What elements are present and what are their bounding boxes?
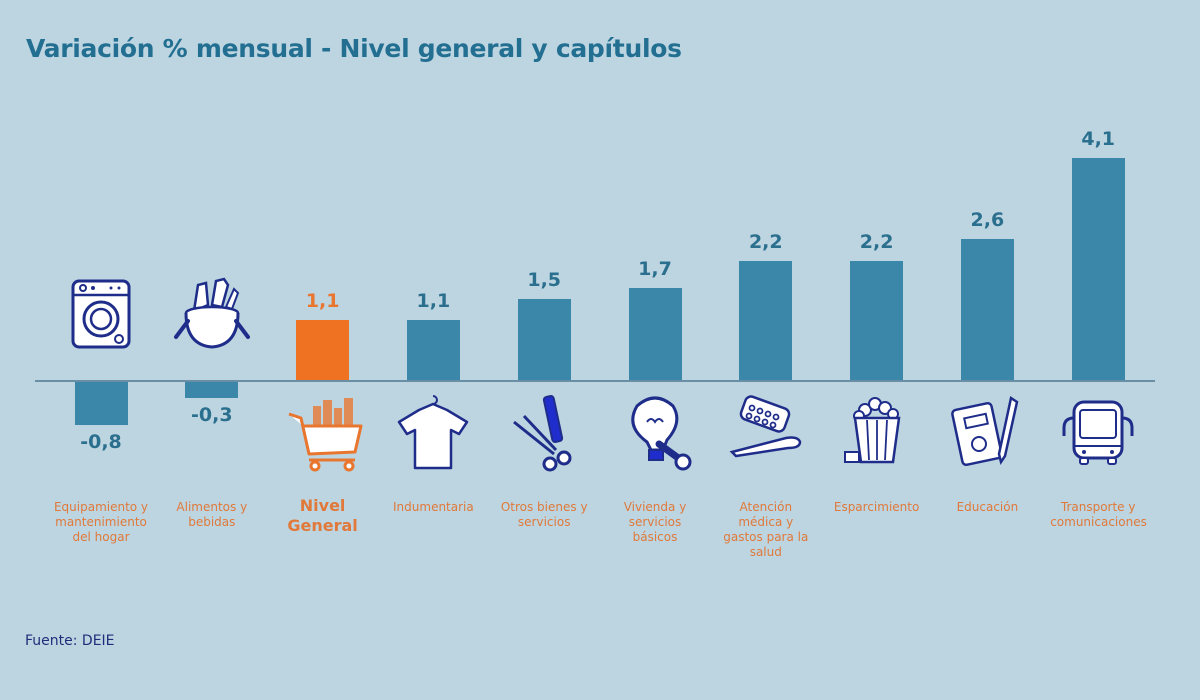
bar-3	[296, 320, 350, 380]
scissors-comb-icon	[504, 392, 584, 472]
bar-7	[739, 260, 793, 380]
category-label: Esparcimiento	[833, 500, 920, 514]
category-label: Transporte y comunicaciones	[1050, 500, 1147, 529]
bar-4	[406, 320, 460, 380]
bar-9	[960, 239, 1014, 380]
value-label: 1,1	[305, 290, 340, 313]
category-label: Equipamiento y mantenimiento del hogar	[53, 500, 149, 544]
zero-axis-line	[35, 380, 1155, 382]
category-label: Educación	[956, 500, 1019, 514]
category-label: Otros bienes y servicios	[500, 500, 588, 529]
value-label: -0,3	[191, 404, 233, 427]
value-label: 1,1	[416, 290, 451, 313]
category-label: Atención médica y gastos para la salud	[723, 500, 809, 559]
tshirt-icon	[393, 392, 473, 472]
source-note: Fuente: DEIE	[25, 633, 115, 649]
value-label: 1,5	[527, 268, 562, 291]
category-label: Indumentaria	[393, 500, 474, 514]
category-label: Alimentos y bebidas	[176, 500, 248, 529]
bar-5	[517, 298, 571, 380]
value-label: -0,8	[80, 431, 122, 454]
lightbulb-wrench-icon	[615, 392, 695, 472]
bar-2	[185, 382, 239, 399]
value-label: 2,2	[748, 230, 783, 253]
bar-8	[850, 260, 904, 380]
value-label: 1,7	[638, 258, 672, 281]
bus-icon	[1058, 392, 1138, 472]
shopping-cart-icon	[283, 392, 363, 472]
category-label: Nivel General	[287, 496, 358, 535]
value-label: 2,2	[859, 230, 894, 253]
pills-thermometer-icon	[726, 392, 806, 472]
category-label: Vivienda y servicios básicos	[623, 500, 687, 544]
bar-10	[1071, 158, 1125, 380]
popcorn-icon	[837, 392, 917, 472]
washing-machine-icon	[61, 275, 141, 355]
chart-title: Variación % mensual - Nivel general y ca…	[26, 34, 682, 63]
value-label: 2,6	[970, 209, 1005, 232]
value-label: 4,1	[1081, 128, 1116, 151]
food-pot-icon	[172, 275, 252, 355]
notebook-pencil-icon	[947, 392, 1027, 472]
bar-6	[628, 288, 682, 380]
bar-1	[74, 382, 128, 426]
